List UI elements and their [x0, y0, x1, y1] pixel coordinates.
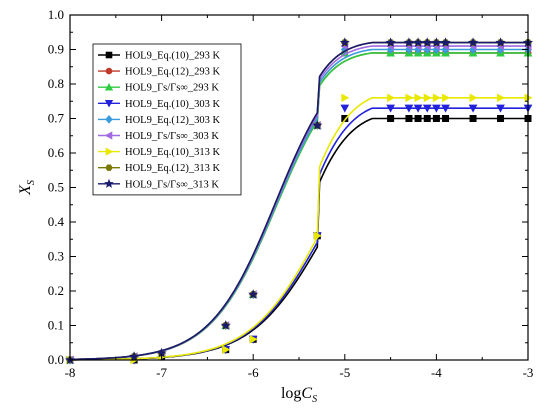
- series-line: [69, 41, 528, 361]
- y-tick-label: 0.0: [48, 352, 64, 367]
- legend-entry-label: HOL9_Γs/Γs∞_313 K: [125, 179, 219, 190]
- data-point: [313, 231, 322, 241]
- data-point: [432, 115, 440, 123]
- x-tick-label: -7: [156, 365, 167, 380]
- data-point: [441, 104, 450, 113]
- y-tick-label: 1.0: [48, 7, 64, 22]
- legend-swatch-marker: [105, 164, 113, 171]
- y-tick-label: 0.9: [48, 42, 64, 57]
- x-tick-label: -4: [431, 365, 442, 380]
- data-point: [414, 93, 423, 103]
- legend-entry-label: HOL9_Eq.(12)_313 K: [125, 163, 220, 174]
- data-point: [497, 93, 505, 103]
- data-point: [340, 104, 350, 113]
- data-point: [405, 93, 414, 103]
- data-point: [249, 334, 258, 344]
- data-point: [404, 104, 414, 113]
- y-tick-label: 0.4: [48, 214, 65, 229]
- y-tick-label: 0.3: [48, 249, 64, 264]
- data-point: [414, 115, 422, 123]
- x-tick-label: -5: [339, 365, 350, 380]
- data-point: [248, 289, 259, 299]
- data-point: [440, 37, 451, 47]
- data-point: [387, 93, 396, 103]
- legend-swatch-marker: [105, 67, 113, 75]
- data-point: [129, 351, 140, 361]
- series-line: [69, 97, 528, 361]
- legend-entry-label: HOL9_Eq.(10)_313 K: [125, 147, 220, 158]
- plot-area: [64, 37, 534, 365]
- y-tick-label: 0.8: [48, 76, 64, 91]
- data-point: [413, 104, 423, 113]
- data-point: [423, 93, 432, 103]
- data-point: [469, 115, 477, 123]
- data-point: [431, 37, 442, 47]
- data-point: [422, 104, 432, 113]
- x-axis-title-main: log: [281, 385, 301, 402]
- data-point: [222, 345, 231, 354]
- legend-swatch-marker: [105, 147, 114, 156]
- legend-entry-label: HOL9_Γs/Γs∞_293 K: [125, 83, 219, 94]
- legend-swatch-marker: [105, 115, 113, 124]
- y-tick-label: 0.5: [48, 180, 64, 195]
- y-axis-title: XS: [17, 180, 37, 196]
- legend-swatch-marker: [104, 131, 113, 140]
- data-point: [422, 37, 433, 47]
- data-point: [387, 115, 395, 123]
- legend: HOL9_Eq.(10)_293 K HOL9_Eq.(12)_293 K HOL9…: [92, 43, 242, 196]
- x-axis-title: logCS: [281, 385, 317, 405]
- data-point: [432, 104, 441, 113]
- data-point: [386, 104, 395, 113]
- data-point: [467, 37, 479, 47]
- data-point: [423, 115, 431, 123]
- legend-swatch-marker: [105, 51, 113, 59]
- data-point: [385, 37, 396, 47]
- data-point: [339, 37, 350, 47]
- x-axis-title-var: C: [301, 385, 312, 402]
- data-point: [442, 93, 451, 103]
- y-tick-label: 0.2: [48, 283, 64, 298]
- legend-entry-label: HOL9_Eq.(10)_303 K: [125, 99, 220, 110]
- data-point: [403, 37, 414, 47]
- x-tick-label: -6: [248, 365, 259, 380]
- data-point: [495, 37, 506, 47]
- y-tick-label: 0.7: [48, 111, 65, 126]
- legend-entry-label: HOL9_Eq.(12)_293 K: [125, 67, 220, 78]
- data-point: [341, 115, 349, 123]
- data-point: [413, 37, 424, 47]
- data-point: [442, 115, 450, 123]
- y-tick-label: 0.1: [48, 318, 64, 333]
- data-point: [405, 115, 413, 123]
- legend-swatch-marker: [104, 82, 114, 91]
- y-axis-title-sub: S: [26, 180, 37, 185]
- legend-entry-label: HOL9_Eq.(12)_303 K: [125, 115, 220, 126]
- data-point: [468, 104, 478, 113]
- data-point: [496, 104, 505, 113]
- legend-swatch-marker: [104, 100, 114, 108]
- x-axis-title-sub: S: [312, 394, 317, 405]
- data-point: [497, 115, 505, 123]
- data-point: [469, 93, 478, 103]
- data-point: [312, 120, 323, 130]
- x-tick-label: -8: [65, 365, 76, 380]
- data-point: [220, 320, 231, 330]
- data-point: [432, 93, 441, 103]
- legend-entry-label: HOL9_Eq.(10)_293 K: [125, 51, 220, 62]
- x-tick-label: -3: [523, 365, 534, 380]
- data-point: [341, 93, 350, 103]
- axes: -8 -7 -6 -5 -4 -3 0.0 0.1 0.2 0.3 0.4 0.5 0.6 0.7 0.8 0…: [48, 7, 534, 380]
- legend-entry-label: HOL9_Γs/Γs∞_303 K: [125, 131, 219, 142]
- legend-swatch-marker: [104, 178, 114, 188]
- y-axis-title-main: X: [17, 184, 34, 196]
- y-tick-label: 0.6: [48, 145, 65, 160]
